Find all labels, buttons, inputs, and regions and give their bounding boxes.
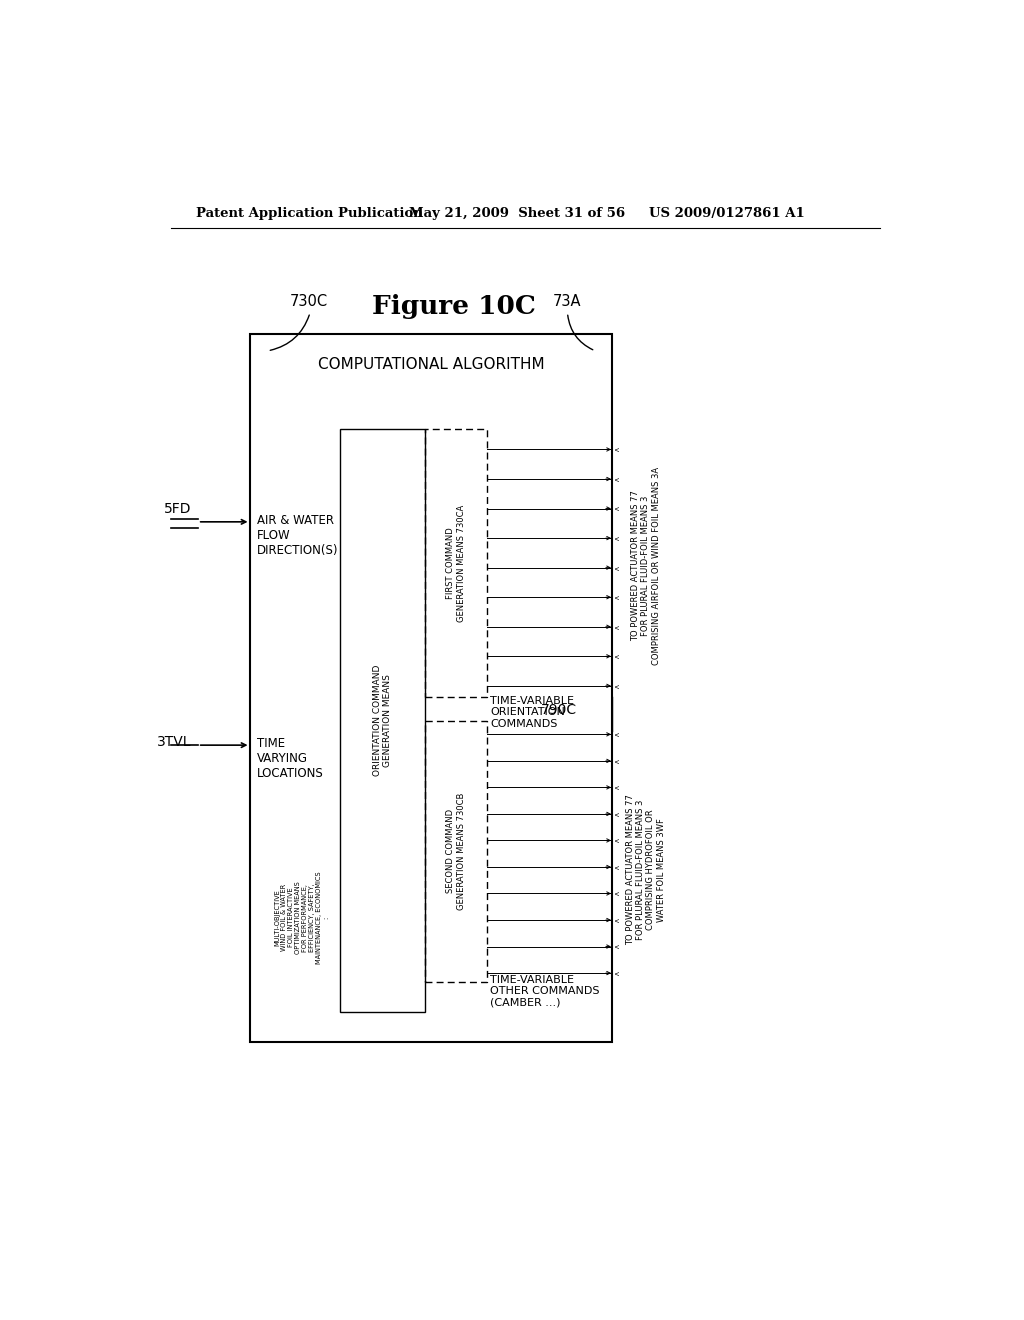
Text: May 21, 2009  Sheet 31 of 56: May 21, 2009 Sheet 31 of 56 xyxy=(409,207,625,220)
Text: Figure 10C: Figure 10C xyxy=(372,294,536,318)
Text: v: v xyxy=(613,684,620,688)
Text: FIRST COMMAND
GENERATION MEANS 730CA: FIRST COMMAND GENERATION MEANS 730CA xyxy=(446,504,466,622)
Text: v: v xyxy=(613,655,620,659)
Text: 790C: 790C xyxy=(541,702,578,717)
Text: MULTI-OBJECTIVE
WIND FOIL & WATER
FOIL INTERACTIVE
OPTIMIZATION MEANS
FOR PERFOR: MULTI-OBJECTIVE WIND FOIL & WATER FOIL I… xyxy=(274,871,329,964)
Text: 73A: 73A xyxy=(553,294,582,309)
Text: US 2009/0127861 A1: US 2009/0127861 A1 xyxy=(649,207,805,220)
Text: v: v xyxy=(613,477,620,480)
Text: v: v xyxy=(613,972,620,975)
Bar xyxy=(340,429,425,1011)
Text: v: v xyxy=(613,812,620,816)
Text: SECOND COMMAND
GENERATION MEANS 730CB: SECOND COMMAND GENERATION MEANS 730CB xyxy=(446,793,466,909)
Bar xyxy=(425,721,486,982)
Bar xyxy=(425,429,486,697)
Text: Patent Application Publication: Patent Application Publication xyxy=(197,207,423,220)
Text: v: v xyxy=(613,785,620,789)
Text: COMPUTATIONAL ALGORITHM: COMPUTATIONAL ALGORITHM xyxy=(318,358,545,372)
Text: TIME-VARIABLE
OTHER COMMANDS
(CAMBER ...): TIME-VARIABLE OTHER COMMANDS (CAMBER ...… xyxy=(489,974,599,1007)
Text: 730C: 730C xyxy=(290,294,328,309)
Text: v: v xyxy=(613,536,620,540)
Bar xyxy=(251,334,612,1043)
Text: TIME-VARIABLE
ORIENTATION
COMMANDS: TIME-VARIABLE ORIENTATION COMMANDS xyxy=(489,696,573,729)
Text: v: v xyxy=(613,624,620,628)
Text: TO POWERED ACTUATOR MEANS 77
FOR PLURAL FLUID-FOIL MEANS 3
COMPRISING AIRFOIL OR: TO POWERED ACTUATOR MEANS 77 FOR PLURAL … xyxy=(631,467,660,665)
Text: v: v xyxy=(613,733,620,737)
Text: 3TVL: 3TVL xyxy=(157,735,191,748)
Text: AIR & WATER
FLOW
DIRECTION(S): AIR & WATER FLOW DIRECTION(S) xyxy=(257,515,338,557)
Text: 5FD: 5FD xyxy=(164,502,191,516)
Text: TIME
VARYING
LOCATIONS: TIME VARYING LOCATIONS xyxy=(257,738,324,780)
Text: v: v xyxy=(613,447,620,451)
Text: v: v xyxy=(613,595,620,599)
Text: v: v xyxy=(613,838,620,842)
Text: v: v xyxy=(613,917,620,923)
Text: ORIENTATION COMMAND
GENERATION MEANS: ORIENTATION COMMAND GENERATION MEANS xyxy=(373,665,392,776)
Text: v: v xyxy=(613,507,620,511)
Text: TO POWERED ACTUATOR MEANS 77
FOR PLURAL FLUID-FOIL MEANS 3
COMPRISING HYDROFOIL : TO POWERED ACTUATOR MEANS 77 FOR PLURAL … xyxy=(626,795,666,945)
Text: v: v xyxy=(613,759,620,763)
Text: v: v xyxy=(613,891,620,895)
Text: v: v xyxy=(613,865,620,869)
Text: v: v xyxy=(613,565,620,570)
Text: v: v xyxy=(613,945,620,949)
